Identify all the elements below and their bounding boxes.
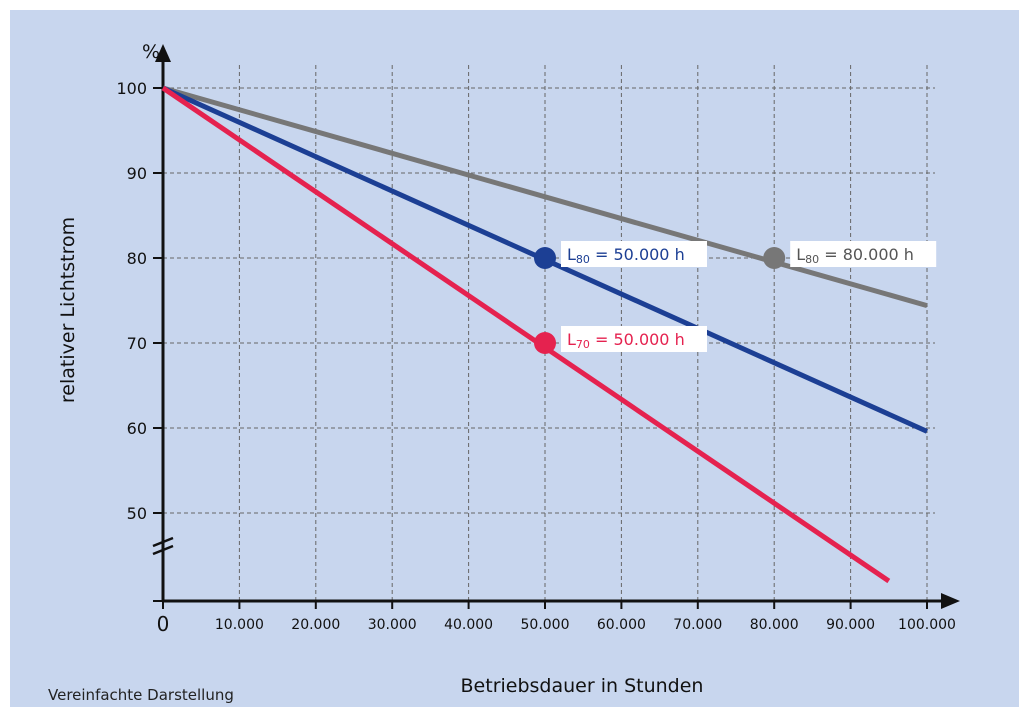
annotation-marker — [763, 247, 786, 269]
y-tick-label: 50 — [127, 504, 147, 523]
annotation-label: L80 = 80.000 h — [796, 245, 914, 266]
footnote: Vereinfachte Darstellung — [48, 686, 234, 704]
x-tick-label: 60.000 — [597, 617, 646, 633]
y-axis-arrow — [155, 44, 171, 62]
x-tick-label: 80.000 — [750, 617, 799, 633]
x-tick-label: 70.000 — [673, 617, 722, 633]
y-tick-label: 100 — [116, 79, 147, 98]
x-tick-label: 30.000 — [368, 617, 417, 633]
annotation-label-box — [561, 241, 707, 267]
x-tick-label: 0 — [157, 612, 170, 636]
x-tick-label: 100.000 — [898, 617, 956, 633]
series-line — [162, 85, 928, 309]
axis-break-mark — [152, 536, 174, 548]
y-tick-label: 70 — [127, 334, 147, 353]
y-tick-label: 60 — [127, 419, 147, 438]
line-chart: 50 60 70 80 90 100 0 10.000 20.000 30.000 40.000 50… — [57, 41, 960, 697]
x-tick-label: 90.000 — [826, 617, 875, 633]
y-tick-label: 90 — [127, 164, 147, 183]
x-tick-label: 50.000 — [521, 617, 570, 633]
x-tick-label: 10.000 — [215, 617, 264, 633]
y-tick-label: 80 — [127, 249, 147, 268]
annotation-label: L70 = 50.000 h — [567, 330, 685, 351]
annotation-label: L80 = 50.000 h — [567, 245, 685, 266]
annotation-label-box — [790, 241, 937, 267]
x-tick-label: 20.000 — [291, 617, 340, 633]
annotation-marker — [534, 332, 556, 354]
x-axis-arrow — [941, 593, 960, 609]
x-tick-label: 40.000 — [444, 617, 493, 633]
annotation-marker — [534, 247, 556, 269]
chart-panel: 50 60 70 80 90 100 0 10.000 20.000 30.000 40.000 50… — [10, 10, 1019, 707]
y-axis-title: relativer Lichtstrom — [57, 217, 79, 403]
y-axis-unit: % — [142, 41, 160, 63]
x-axis-title: Betriebsdauer in Stunden — [461, 675, 704, 697]
axis-break-mark — [152, 544, 174, 556]
annotation-label-box — [561, 326, 707, 352]
series-line — [161, 85, 891, 584]
